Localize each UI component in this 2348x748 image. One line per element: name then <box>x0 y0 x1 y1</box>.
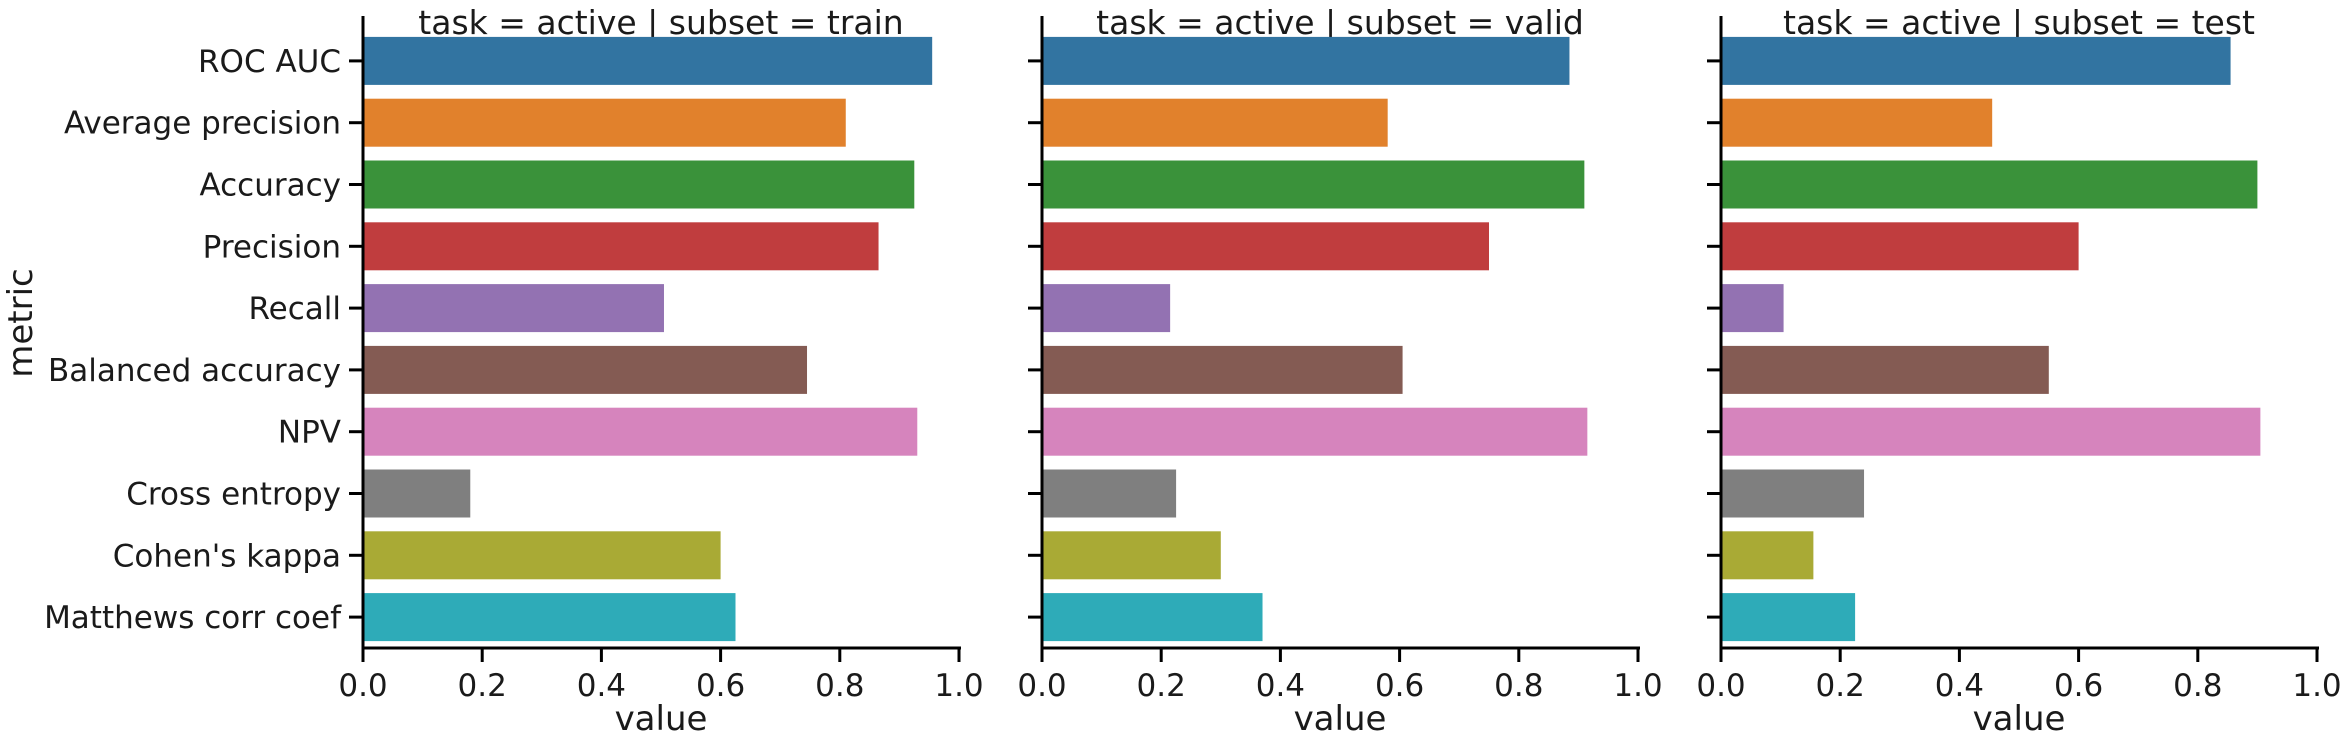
bar-npv <box>1042 407 1588 456</box>
bar-precision <box>1721 222 2079 271</box>
x-tick-label: 0.4 <box>1256 668 1305 704</box>
x-tick-label: 0.8 <box>815 668 864 704</box>
x-tick-label: 0.4 <box>1935 668 1984 704</box>
bar-roc-auc <box>363 36 933 85</box>
panel-title: task = active | subset = valid <box>1096 3 1584 42</box>
bar-balanced-accuracy <box>1042 345 1403 394</box>
bar-average-precision <box>1721 98 1993 147</box>
y-tick-label: NPV <box>278 415 341 451</box>
x-tick-label: 1.0 <box>1613 668 1662 704</box>
y-tick-label: Average precision <box>64 106 341 142</box>
bar-accuracy <box>1042 160 1585 209</box>
y-tick-label: Cross entropy <box>126 477 341 513</box>
bar-precision <box>363 222 879 271</box>
y-tick-label: Balanced accuracy <box>48 353 341 389</box>
x-tick-label: 1.0 <box>934 668 983 704</box>
y-tick-label: Recall <box>249 291 342 327</box>
bar-balanced-accuracy <box>363 345 808 394</box>
y-tick-label: Precision <box>203 229 341 265</box>
x-tick-label: 0.4 <box>577 668 626 704</box>
bar-average-precision <box>363 98 846 147</box>
bar-cohen-s-kappa <box>1042 531 1221 580</box>
panel-title: task = active | subset = test <box>1783 3 2255 42</box>
x-axis-label: value <box>1973 699 2066 739</box>
x-tick-label: 0.6 <box>1375 668 1424 704</box>
bar-cross-entropy <box>1042 469 1177 518</box>
bar-roc-auc <box>1721 36 2231 85</box>
panel-3: task = active | subset = test 0.0 0.2 0.4 0.… <box>1696 3 2341 739</box>
bar-roc-auc <box>1042 36 1570 85</box>
y-tick-label: Cohen's kappa <box>113 538 341 574</box>
x-tick-label: 0.2 <box>458 668 507 704</box>
x-tick-label: 0.8 <box>2173 668 2222 704</box>
bar-cohen-s-kappa <box>363 531 721 580</box>
x-tick-label: 0.2 <box>1816 668 1865 704</box>
x-axis-label: value <box>1294 699 1387 739</box>
x-tick-label: 0.8 <box>1494 668 1543 704</box>
bar-cohen-s-kappa <box>1721 531 1814 580</box>
bar-cross-entropy <box>363 469 471 518</box>
bar-recall <box>363 284 664 333</box>
x-tick-label: 0.0 <box>1696 668 1745 704</box>
bar-npv <box>1721 407 2261 456</box>
x-tick-label: 0.0 <box>338 668 387 704</box>
x-tick-label: 0.6 <box>696 668 745 704</box>
panel-title: task = active | subset = train <box>418 3 903 42</box>
bar-recall <box>1042 284 1171 333</box>
bar-average-precision <box>1042 98 1388 147</box>
x-tick-label: 0.0 <box>1017 668 1066 704</box>
bar-matthews-corr-coef <box>1721 593 1856 642</box>
panel-1: task = active | subset = train ROC AUC Ave… <box>44 3 984 739</box>
y-tick-label: Matthews corr coef <box>44 600 342 636</box>
bar-accuracy <box>363 160 915 209</box>
y-tick-label: ROC AUC <box>198 44 341 80</box>
bar-precision <box>1042 222 1489 271</box>
y-tick-label: Accuracy <box>199 168 341 204</box>
bar-matthews-corr-coef <box>363 593 736 642</box>
bar-cross-entropy <box>1721 469 1865 518</box>
x-axis-label: value <box>615 699 708 739</box>
bar-recall <box>1721 284 1784 333</box>
bar-matthews-corr-coef <box>1042 593 1263 642</box>
bar-npv <box>363 407 918 456</box>
bar-balanced-accuracy <box>1721 345 2049 394</box>
x-tick-label: 1.0 <box>2292 668 2341 704</box>
y-axis-label: metric <box>1 268 41 378</box>
panel-2: task = active | subset = valid 0.0 0.2 0.4 0… <box>1017 3 1662 739</box>
x-tick-label: 0.6 <box>2054 668 2103 704</box>
bar-accuracy <box>1721 160 2258 209</box>
x-tick-label: 0.2 <box>1137 668 1186 704</box>
